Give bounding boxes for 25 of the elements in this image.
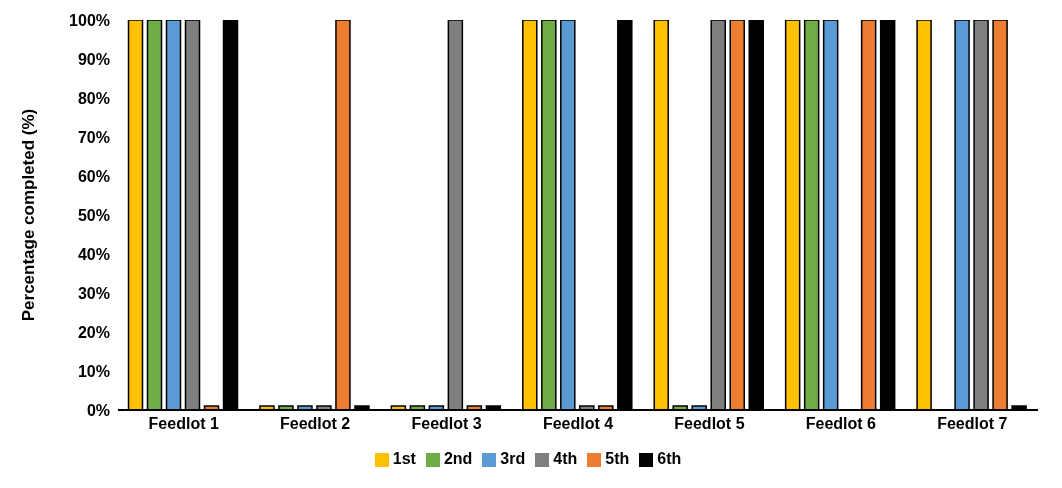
- x-tick-label: Feedlot 1: [148, 415, 219, 433]
- y-tick-label: 0%: [86, 401, 110, 419]
- y-tick-label: 100%: [69, 11, 110, 29]
- legend-label: 4th: [553, 450, 578, 467]
- x-tick-label: Feedlot 4: [542, 415, 614, 433]
- legend-label: 5th: [605, 450, 630, 467]
- x-tick-label: Feedlot 2: [280, 415, 351, 433]
- legend-label: 3rd: [500, 450, 526, 467]
- y-tick-label: 10%: [77, 362, 110, 380]
- y-tick-label: 60%: [77, 167, 110, 185]
- y-tick-label: 30%: [77, 284, 110, 302]
- x-tick-label: Feedlot 3: [411, 415, 482, 433]
- legend-label: 1st: [392, 450, 416, 467]
- y-tick-label: 40%: [77, 245, 110, 263]
- legend-label: 2nd: [443, 450, 473, 467]
- y-tick-label: 90%: [77, 50, 110, 68]
- x-tick-label: Feedlot 7: [937, 415, 1008, 433]
- x-tick-label: Feedlot 6: [805, 415, 877, 433]
- legend-label: 6th: [657, 450, 682, 467]
- y-tick-label: 70%: [77, 128, 110, 146]
- x-tick-label: Feedlot 5: [674, 415, 745, 433]
- y-tick-label: 80%: [77, 89, 110, 107]
- y-tick-label: 20%: [77, 323, 110, 341]
- y-tick-label: 50%: [77, 206, 110, 224]
- y-axis-title: Percentage completed (%): [19, 108, 39, 322]
